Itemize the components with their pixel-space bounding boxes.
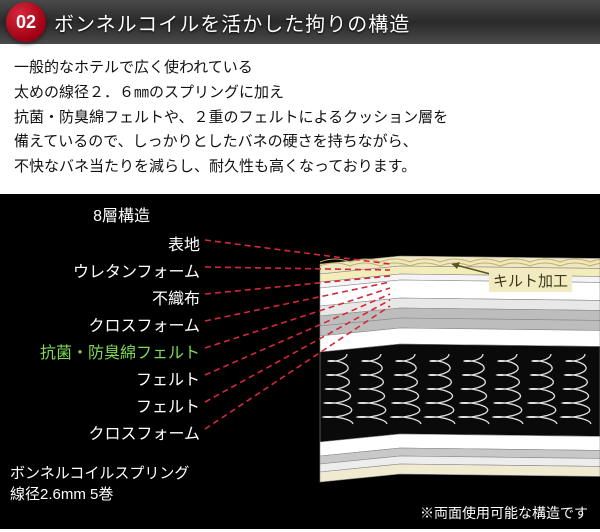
description-line: 備えているので、しっかりとしたバネの硬さを持ちながら、 [14, 130, 586, 155]
spring-spec-label: ボンネルコイルスプリング線径2.6mm 5巻 [10, 463, 189, 505]
layer-labels-column: 8層構造 表地ウレタンフォーム不織布クロスフォーム抗菌・防臭綿フェルトフェルトフ… [0, 202, 220, 448]
layer-label: 表地 [0, 232, 220, 259]
description-line: 一般的なホテルで広く使われている [14, 56, 586, 81]
description-line: 太めの線径２．６㎜のスプリングに加え [14, 81, 586, 106]
layer-label: クロスフォーム [0, 313, 220, 340]
diagram-note: ※両面使用可能な構造です [420, 503, 588, 523]
spring-label-line: ボンネルコイルスプリング [10, 463, 189, 484]
section-number-badge: 02 [6, 2, 46, 42]
description-line: 抗菌・防臭綿フェルトや、２重のフェルトによるクッション層を [14, 106, 586, 131]
diagram-subtitle: 8層構造 [0, 202, 220, 226]
layer-label: フェルト [0, 394, 220, 421]
layer-label: クロスフォーム [0, 421, 220, 448]
description-line: 不快なバネ当たりを減らし、耐久性も高くなっております。 [14, 155, 586, 180]
quilt-callout: キルト加工 [489, 269, 572, 292]
section-header: 02 ボンネルコイルを活かした拘りの構造 [0, 0, 600, 44]
layer-label: ウレタンフォーム [0, 259, 220, 286]
layer-label: 抗菌・防臭綿フェルト [0, 340, 220, 367]
description-paragraph: 一般的なホテルで広く使われている太めの線径２．６㎜のスプリングに加え抗菌・防臭綿… [0, 44, 600, 194]
spring-label-line: 線径2.6mm 5巻 [10, 484, 189, 505]
section-title: ボンネルコイルを活かした拘りの構造 [54, 8, 410, 37]
layer-diagram: 8層構造 表地ウレタンフォーム不織布クロスフォーム抗菌・防臭綿フェルトフェルトフ… [0, 194, 600, 529]
layer-label: 不織布 [0, 286, 220, 313]
layer-label: フェルト [0, 367, 220, 394]
